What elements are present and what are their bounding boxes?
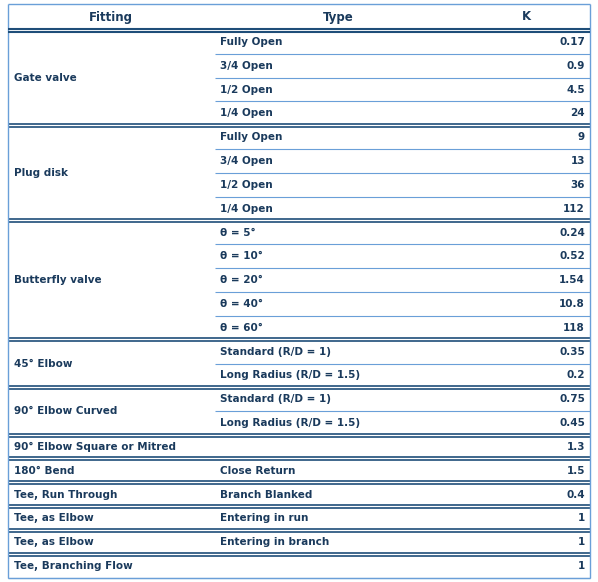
Text: 3/4 Open: 3/4 Open [219,61,272,71]
Text: 1: 1 [578,513,585,523]
Text: 0.52: 0.52 [559,251,585,261]
Text: Fully Open: Fully Open [219,132,282,142]
Text: 1/2 Open: 1/2 Open [219,84,272,94]
Text: 10.8: 10.8 [559,299,585,309]
Text: θ = 40°: θ = 40° [219,299,263,309]
Text: 1: 1 [578,561,585,571]
Text: Close Return: Close Return [219,466,295,475]
Text: 0.24: 0.24 [559,228,585,237]
Text: 24: 24 [570,108,585,118]
Text: 1/4 Open: 1/4 Open [219,204,272,214]
Text: 0.75: 0.75 [559,394,585,404]
Text: 3/4 Open: 3/4 Open [219,156,272,166]
Text: 0.2: 0.2 [566,371,585,381]
Text: Tee, Run Through: Tee, Run Through [14,489,117,499]
Text: Standard (R/D = 1): Standard (R/D = 1) [219,347,331,357]
Text: 0.35: 0.35 [559,347,585,357]
Text: 4.5: 4.5 [566,84,585,94]
Text: θ = 5°: θ = 5° [219,228,255,237]
Text: Plug disk: Plug disk [14,168,68,178]
Text: 45° Elbow: 45° Elbow [14,359,72,368]
Text: θ = 60°: θ = 60° [219,323,263,333]
Text: Fitting: Fitting [89,10,133,23]
Text: 1.5: 1.5 [566,466,585,475]
Text: 112: 112 [563,204,585,214]
Text: Entering in run: Entering in run [219,513,308,523]
Text: K: K [521,10,530,23]
Text: 1/2 Open: 1/2 Open [219,180,272,190]
Text: 9: 9 [578,132,585,142]
Text: 0.17: 0.17 [559,37,585,47]
Text: Fully Open: Fully Open [219,37,282,47]
Text: 0.45: 0.45 [559,418,585,428]
Text: Tee, Branching Flow: Tee, Branching Flow [14,561,133,571]
Text: Standard (R/D = 1): Standard (R/D = 1) [219,394,331,404]
Text: 13: 13 [570,156,585,166]
Text: 1/4 Open: 1/4 Open [219,108,272,118]
Text: 1: 1 [578,537,585,547]
Text: 0.4: 0.4 [566,489,585,499]
Text: Tee, as Elbow: Tee, as Elbow [14,513,94,523]
Text: Branch Blanked: Branch Blanked [219,489,312,499]
Text: 90° Elbow Square or Mitred: 90° Elbow Square or Mitred [14,442,176,452]
Text: 1.3: 1.3 [566,442,585,452]
Text: θ = 20°: θ = 20° [219,275,263,285]
Text: 1.54: 1.54 [559,275,585,285]
Text: θ = 10°: θ = 10° [219,251,263,261]
Text: Type: Type [323,10,353,23]
Text: 0.9: 0.9 [567,61,585,71]
Text: Long Radius (R/D = 1.5): Long Radius (R/D = 1.5) [219,418,360,428]
Text: 118: 118 [563,323,585,333]
Text: 36: 36 [570,180,585,190]
Text: 90° Elbow Curved: 90° Elbow Curved [14,406,117,416]
Text: Gate valve: Gate valve [14,73,77,83]
Text: 180° Bend: 180° Bend [14,466,75,475]
Text: Tee, as Elbow: Tee, as Elbow [14,537,94,547]
Text: Butterfly valve: Butterfly valve [14,275,102,285]
Text: Long Radius (R/D = 1.5): Long Radius (R/D = 1.5) [219,371,360,381]
Text: Entering in branch: Entering in branch [219,537,329,547]
